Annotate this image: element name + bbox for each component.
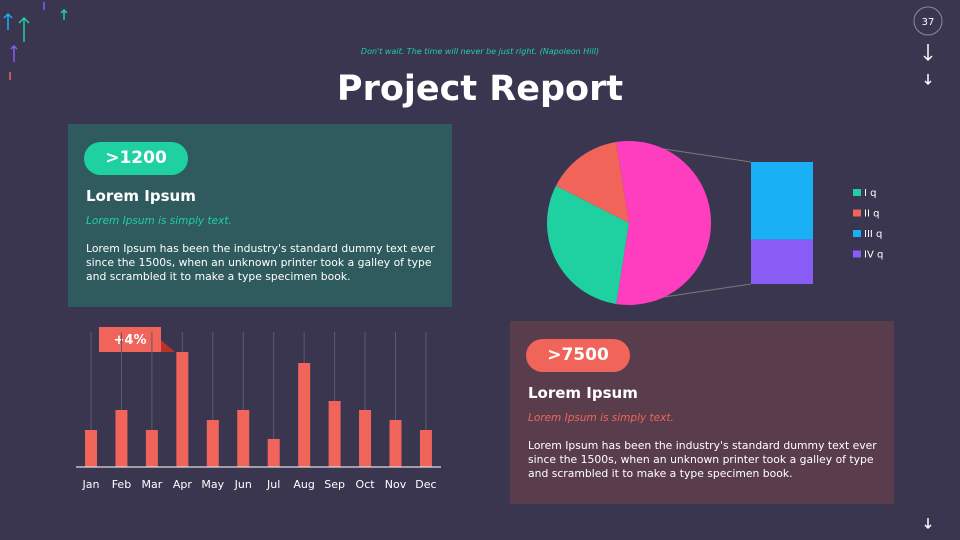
legend-label: II q: [864, 209, 879, 220]
card-subheading: Lorem Ipsum is simply text.: [528, 412, 674, 424]
bar: [115, 410, 128, 467]
legend-swatch: [853, 250, 861, 258]
x-tick-label: Jul: [266, 478, 280, 491]
bar: [267, 439, 280, 467]
legend-label: I q: [864, 188, 876, 199]
decor-arrows: [3, 2, 933, 530]
bar: [359, 410, 372, 467]
pie-slice: [547, 185, 629, 304]
stacked-segment: [751, 239, 813, 284]
bar: [206, 420, 219, 467]
bar: [237, 410, 250, 467]
x-tick-label: Nov: [385, 478, 407, 491]
bar: [145, 430, 158, 467]
card: >7500 Lorem Ipsum Lorem Ipsum is simply …: [510, 321, 894, 504]
annotation-pointer: [161, 340, 175, 352]
bar: [419, 430, 432, 467]
x-tick-label: Apr: [173, 478, 193, 491]
x-tick-label: Aug: [293, 478, 314, 491]
card-subheading: Lorem Ipsum is simply text.: [86, 215, 232, 227]
badge: >1200: [84, 142, 188, 175]
x-tick-label: Feb: [112, 478, 131, 491]
legend-label: III q: [864, 229, 882, 240]
x-tick-label: May: [201, 478, 224, 491]
card-body: Lorem Ipsum has been the industry's stan…: [86, 242, 435, 283]
card-heading: Lorem Ipsum: [528, 384, 638, 402]
page-circle: [913, 6, 943, 36]
legend-swatch: [853, 230, 861, 237]
legend-swatch: [853, 189, 861, 196]
pie-slice-other: [616, 141, 711, 305]
bar: [328, 401, 341, 467]
legend-swatch: [853, 209, 861, 217]
card-heading: Lorem Ipsum: [86, 187, 196, 205]
quote: Don't wait. The time will never be just …: [361, 47, 599, 56]
title: Project Report: [337, 69, 623, 109]
bar: [85, 430, 97, 467]
pie-slice: [555, 142, 629, 223]
bar: [176, 352, 189, 467]
x-tick-label: Jun: [234, 478, 252, 491]
legend-label: IV q: [864, 250, 883, 261]
stacked-segment: [751, 162, 813, 240]
x-tick-label: Jan: [82, 478, 100, 491]
card-body: Lorem Ipsum has been the industry's stan…: [528, 439, 877, 480]
bar: [298, 363, 311, 467]
page-number: 37: [922, 17, 935, 28]
x-tick-label: Dec: [415, 478, 436, 491]
bar: [389, 420, 402, 467]
annotation-box: [99, 327, 161, 352]
card: >1200 Lorem Ipsum Lorem Ipsum is simply …: [68, 124, 452, 307]
annotation: +4%: [114, 333, 147, 348]
x-tick-label: Mar: [142, 478, 163, 491]
x-tick-label: Oct: [356, 478, 376, 491]
badge: >7500: [526, 339, 630, 372]
x-tick-label: Sep: [324, 478, 345, 491]
